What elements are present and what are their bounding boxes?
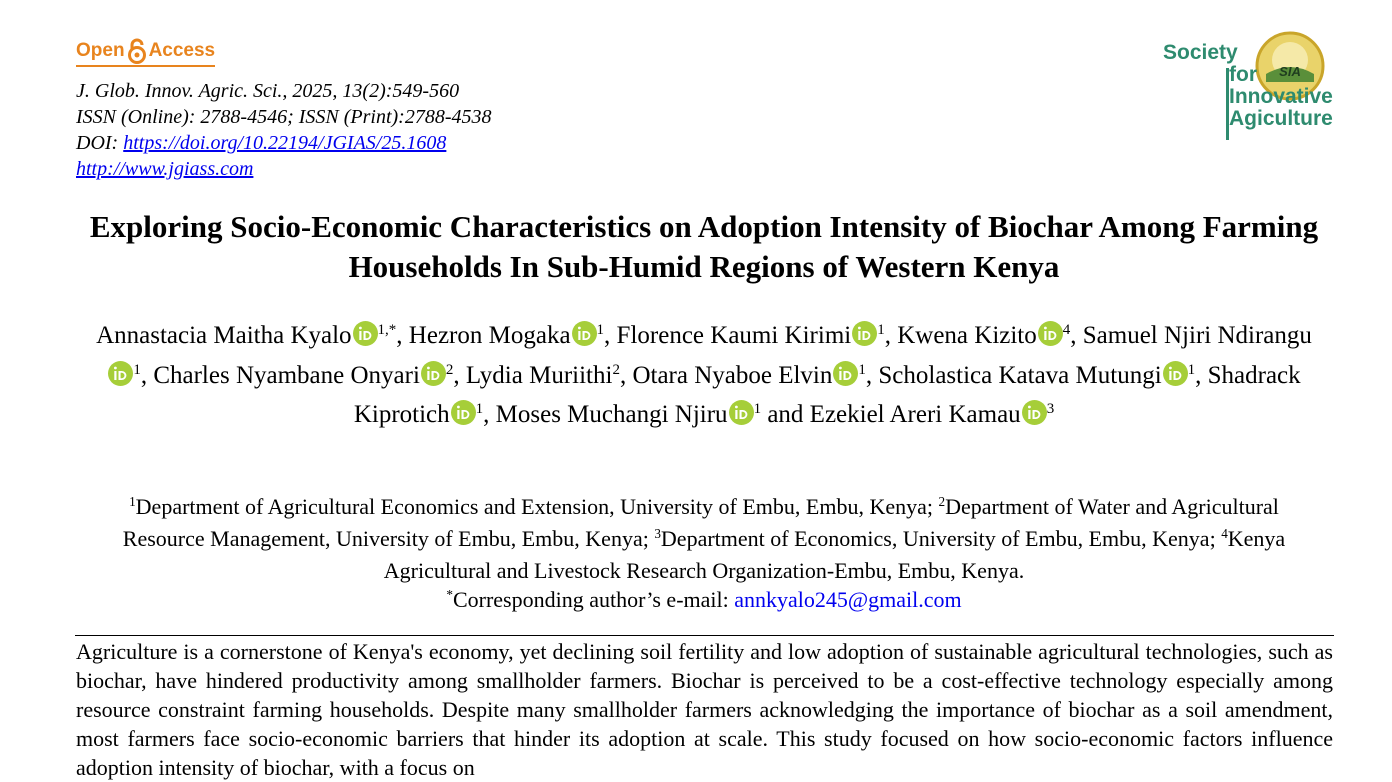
logo-line: Innovative xyxy=(1229,85,1333,108)
author: Kwena Kizito 4, xyxy=(897,321,1077,349)
author-affiliation: 1,* xyxy=(377,322,397,338)
author: Moses Muchangi Njiru 1 and xyxy=(495,400,804,428)
author-name: Shadrack Kiprotich xyxy=(353,361,1301,429)
author: Ezekiel Areri Kamau 3 xyxy=(809,400,1055,428)
article-title: Exploring Socio-Economic Characteristics… xyxy=(89,209,1319,284)
logo-badge-text: SIA xyxy=(1279,64,1301,79)
author-affiliation: 1 xyxy=(596,322,605,338)
logo-words: Society for Innovative Agiculture xyxy=(1163,42,1333,130)
author-name: Florence Kaumi Kirimi xyxy=(616,322,852,349)
author-list: Annastacia Maitha Kyalo 1,*, Hezron Mogak… xyxy=(86,318,1322,437)
author-affiliation: 2 xyxy=(445,361,454,378)
website-line: http://www.jgiass.com xyxy=(76,156,492,182)
doi-label: DOI: xyxy=(76,132,119,154)
doi-line: DOI: https://doi.org/10.22194/JGIAS/25.1… xyxy=(76,130,492,156)
author-affiliation: 1 xyxy=(133,361,141,378)
separator: , xyxy=(140,361,148,389)
separator: , xyxy=(865,361,873,389)
separator: , xyxy=(396,322,403,349)
orcid-icon xyxy=(571,321,597,358)
author-name: Samuel Njiri Ndirangu xyxy=(1082,322,1312,349)
author: Lydia Muriithi2, xyxy=(466,362,626,389)
doi-link[interactable]: https://doi.org/10.22194/JGIAS/25.1608 xyxy=(123,132,447,154)
author-affiliation: 1 xyxy=(858,361,866,378)
affiliation-text: 1Department of Agricultural Economics an… xyxy=(86,492,1322,585)
orcid-icon xyxy=(352,321,378,358)
affiliation-number: 1 xyxy=(129,494,136,510)
author: Scholastica Katava Mutungi 1, xyxy=(878,360,1202,389)
affiliation-number: 4 xyxy=(1221,526,1228,542)
affiliations: 1Department of Agricultural Economics an… xyxy=(86,492,1322,617)
affiliation: Department of Agricultural Economics and… xyxy=(135,494,933,519)
author-affiliation: 3 xyxy=(1046,401,1055,417)
author: Hezron Mogaka 1, xyxy=(408,321,611,349)
orcid-icon xyxy=(728,400,754,437)
open-access-logo: Open Access xyxy=(76,38,216,67)
separator: , xyxy=(884,322,891,349)
affiliation-number: 3 xyxy=(654,526,661,542)
lock-icon xyxy=(127,38,146,64)
author-affiliation: 1 xyxy=(475,401,484,417)
orcid-icon xyxy=(1162,360,1188,398)
author: Otara Nyaboe Elvin 1, xyxy=(632,360,873,389)
affiliation: Department of Economics, University of E… xyxy=(660,526,1216,551)
corr-mark: * xyxy=(446,587,453,603)
orcid-icon xyxy=(450,400,476,437)
society-logo: SIA Society for Innovative Agiculture xyxy=(1160,30,1340,142)
orcid-icon xyxy=(420,360,446,398)
logo-emblem: SIA xyxy=(1255,31,1325,101)
orcid-icon xyxy=(1037,321,1063,358)
email-link[interactable]: annkyalo245@gmail.com xyxy=(734,587,962,612)
affiliation-number: 2 xyxy=(938,494,946,510)
separator: , xyxy=(453,361,460,389)
affiliation: Kenya Agricultural and Livestock Researc… xyxy=(383,526,1286,583)
logo-line: Agiculture xyxy=(1229,107,1333,130)
author-name: Hezron Mogaka xyxy=(408,322,571,349)
divider xyxy=(75,635,1334,636)
author-affiliation: 2 xyxy=(612,361,620,378)
author-name: Charles Nyambane Onyari xyxy=(153,361,420,389)
author-name: Annastacia Maitha Kyalo xyxy=(96,322,352,349)
author-affiliation: 4 xyxy=(1062,322,1071,338)
author-name: Kwena Kizito xyxy=(897,322,1037,349)
affiliation: Department of Water and Agricultural Res… xyxy=(122,494,1279,551)
access-text: Access xyxy=(148,40,216,61)
correspondence: *Corresponding author’s e-mail: annkyalo… xyxy=(86,585,1322,617)
logo-rule xyxy=(1226,68,1229,140)
separator: , xyxy=(1070,322,1077,349)
abstract: Agriculture is a cornerstone of Kenya's … xyxy=(76,639,1333,780)
author-name: Otara Nyaboe Elvin xyxy=(632,361,833,389)
open-text: Open xyxy=(76,40,125,61)
author: Charles Nyambane Onyari 2, xyxy=(153,360,460,389)
orcid-icon xyxy=(852,321,878,358)
author: Shadrack Kiprotich 1, xyxy=(354,362,1301,429)
author-name: Lydia Muriithi xyxy=(465,361,613,389)
separator: , xyxy=(619,361,627,389)
separator: , xyxy=(604,322,611,349)
separator: and xyxy=(767,401,804,428)
author-affiliation: 1 xyxy=(1187,361,1196,378)
author: Florence Kaumi Kirimi 1, xyxy=(616,321,891,349)
website-link[interactable]: http://www.jgiass.com xyxy=(76,158,254,180)
corr-label: Corresponding author’s e-mail: xyxy=(452,587,729,612)
author: Annastacia Maitha Kyalo 1,*, xyxy=(96,321,403,349)
separator: , xyxy=(483,401,490,428)
author-affiliation: 1 xyxy=(877,322,885,338)
author-name: Scholastica Katava Mutungi xyxy=(878,361,1162,389)
logo-line: for xyxy=(1229,63,1257,86)
author-affiliation: 1 xyxy=(753,401,762,417)
author: Samuel Njiri Ndirangu 1, xyxy=(107,322,1312,389)
separator: , xyxy=(1195,361,1202,389)
orcid-icon xyxy=(833,360,859,398)
logo-line: Society xyxy=(1163,41,1238,64)
journal-citation: J. Glob. Innov. Agric. Sci., 2025, 13(2)… xyxy=(76,80,460,102)
orcid-icon xyxy=(1021,400,1047,437)
orcid-icon xyxy=(108,360,134,398)
author-name: Moses Muchangi Njiru xyxy=(495,401,728,428)
author-name: Ezekiel Areri Kamau xyxy=(809,401,1021,428)
citation-block: J. Glob. Innov. Agric. Sci., 2025, 13(2)… xyxy=(76,78,492,182)
issn: ISSN (Online): 2788-4546; ISSN (Print):2… xyxy=(76,106,492,128)
